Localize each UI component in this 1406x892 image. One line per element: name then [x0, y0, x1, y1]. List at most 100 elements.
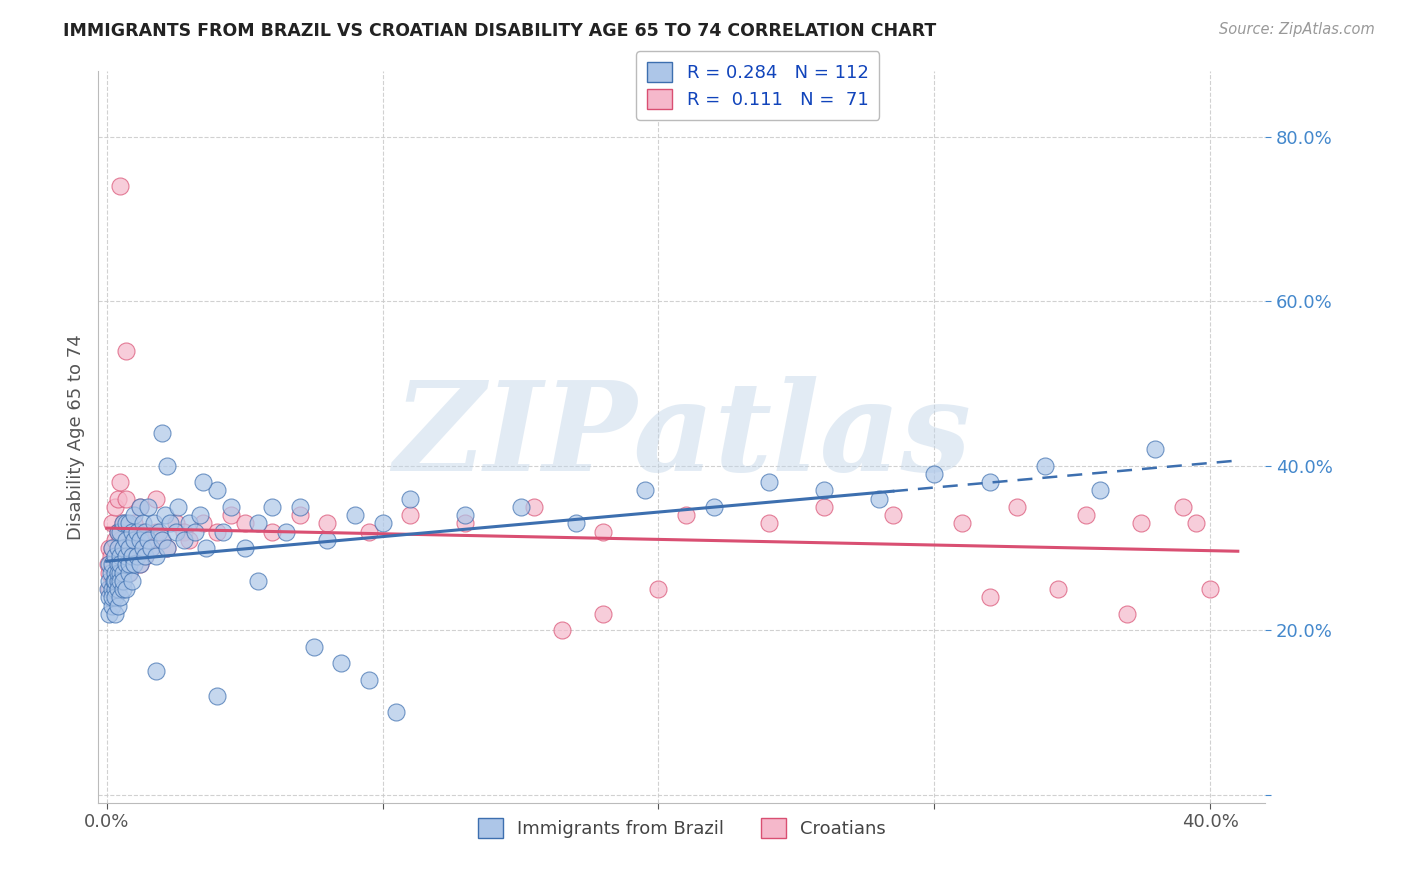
Point — [101, 582, 124, 596]
Point — [262, 500, 284, 514]
Point — [173, 533, 195, 547]
Point — [110, 566, 132, 580]
Point — [509, 500, 531, 514]
Point — [813, 483, 835, 498]
Point — [813, 500, 835, 514]
Point — [107, 574, 129, 588]
Point — [128, 533, 150, 547]
Point — [104, 582, 127, 596]
Point — [131, 516, 153, 531]
Point — [101, 541, 124, 555]
Point — [274, 524, 297, 539]
Point — [385, 706, 408, 720]
Point — [107, 558, 129, 572]
Point — [115, 343, 138, 358]
Point — [104, 591, 127, 605]
Point — [675, 508, 697, 523]
Point — [103, 574, 125, 588]
Point — [121, 524, 143, 539]
Point — [1088, 483, 1111, 498]
Point — [211, 524, 233, 539]
Point — [165, 516, 187, 531]
Point — [131, 524, 153, 539]
Point — [101, 541, 124, 555]
Point — [1144, 442, 1167, 457]
Point — [124, 558, 146, 572]
Point — [136, 533, 159, 547]
Point — [110, 475, 132, 490]
Point — [195, 541, 218, 555]
Point — [98, 607, 121, 621]
Point — [145, 549, 167, 564]
Point — [128, 558, 150, 572]
Point — [110, 524, 132, 539]
Text: Source: ZipAtlas.com: Source: ZipAtlas.com — [1219, 22, 1375, 37]
Point — [118, 566, 141, 580]
Point — [247, 516, 270, 531]
Point — [882, 508, 904, 523]
Point — [115, 491, 138, 506]
Point — [1005, 500, 1028, 514]
Point — [145, 524, 167, 539]
Point — [100, 566, 122, 580]
Point — [173, 524, 195, 539]
Point — [371, 516, 394, 531]
Point — [139, 541, 162, 555]
Point — [118, 541, 141, 555]
Point — [128, 500, 150, 514]
Point — [316, 516, 339, 531]
Point — [118, 541, 141, 555]
Point — [205, 524, 228, 539]
Y-axis label: Disability Age 65 to 74: Disability Age 65 to 74 — [66, 334, 84, 540]
Point — [634, 483, 657, 498]
Point — [121, 549, 143, 564]
Point — [1047, 582, 1070, 596]
Point — [357, 673, 380, 687]
Point — [758, 516, 780, 531]
Point — [97, 558, 120, 572]
Point — [101, 558, 124, 572]
Point — [1116, 607, 1139, 621]
Point — [399, 508, 422, 523]
Point — [233, 516, 256, 531]
Point — [107, 524, 129, 539]
Point — [115, 549, 138, 564]
Point — [107, 491, 129, 506]
Point — [107, 599, 129, 613]
Point — [564, 516, 586, 531]
Point — [115, 558, 138, 572]
Point — [118, 566, 141, 580]
Point — [950, 516, 973, 531]
Point — [97, 582, 120, 596]
Point — [124, 549, 146, 564]
Point — [110, 179, 132, 194]
Point — [128, 558, 150, 572]
Point — [454, 516, 477, 531]
Point — [979, 591, 1001, 605]
Point — [112, 574, 135, 588]
Point — [112, 582, 135, 596]
Point — [104, 549, 127, 564]
Point — [98, 558, 121, 572]
Point — [523, 500, 546, 514]
Point — [165, 524, 187, 539]
Point — [219, 500, 242, 514]
Point — [128, 500, 150, 514]
Point — [134, 549, 156, 564]
Point — [1033, 458, 1056, 473]
Point — [979, 475, 1001, 490]
Point — [551, 624, 574, 638]
Point — [1074, 508, 1097, 523]
Point — [98, 541, 121, 555]
Point — [134, 549, 156, 564]
Point — [104, 566, 127, 580]
Point — [316, 533, 339, 547]
Point — [150, 425, 173, 440]
Point — [98, 574, 121, 588]
Point — [1199, 582, 1222, 596]
Point — [167, 500, 190, 514]
Point — [104, 533, 127, 547]
Point — [205, 483, 228, 498]
Point — [118, 516, 141, 531]
Point — [1130, 516, 1153, 531]
